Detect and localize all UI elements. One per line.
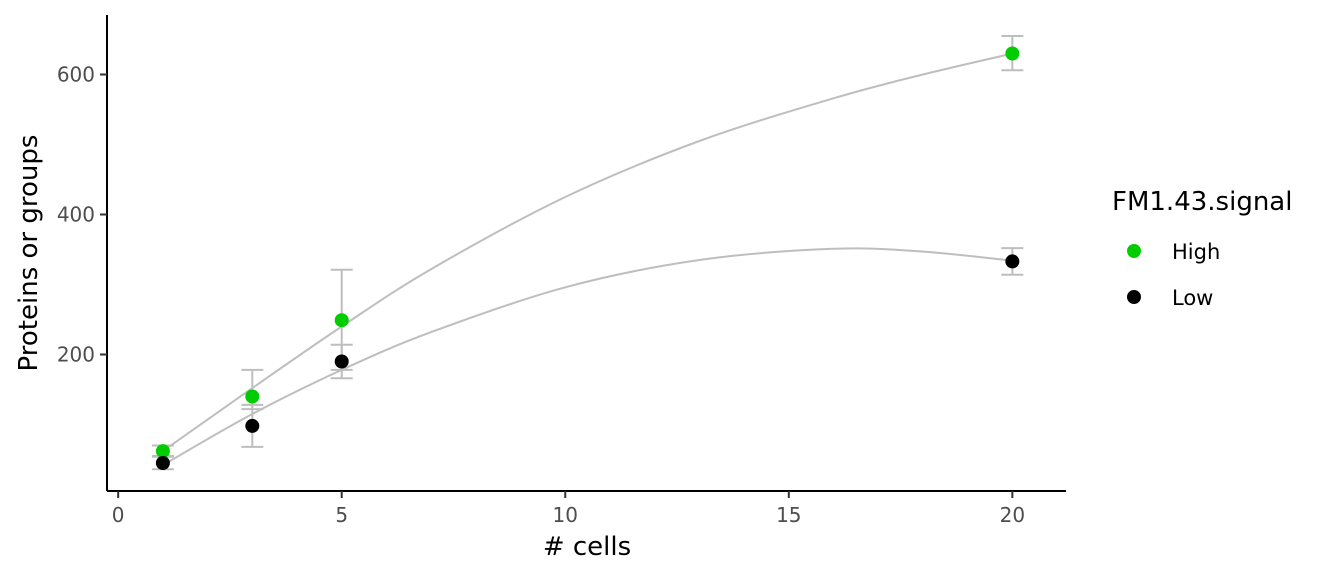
data-point-high-1 [245,389,260,404]
y-tick-label: 400 [57,203,95,227]
y-axis-ticks: 200 400 600 [57,63,107,367]
x-tick-label: 0 [112,503,125,527]
legend-swatch [1127,290,1141,304]
data-point-low-2 [334,354,349,369]
x-tick-label: 15 [776,503,801,527]
plot-area [151,35,1024,471]
legend-swatch [1127,244,1141,258]
legend: FM1.43.signal High Low [1112,187,1292,310]
data-point-high-3 [1005,46,1020,61]
x-axis-ticks: 0 5 10 15 20 [112,491,1025,527]
data-point-high-2 [334,313,349,328]
legend-item-low: Low [1127,286,1213,310]
data-point-low-0 [155,456,170,470]
x-axis-title: # cells [543,532,631,562]
legend-label: Low [1172,286,1213,310]
legend-items: High Low [1127,240,1220,310]
legend-title: FM1.43.signal [1112,187,1292,217]
y-tick-label: 600 [57,63,95,87]
data-point-low-1 [245,418,260,433]
y-axis-title: Proteins or groups [14,135,44,372]
x-tick-label: 5 [335,503,348,527]
fit-curve-low [162,247,1013,466]
x-tick-label: 10 [553,503,578,527]
y-tick-label: 200 [57,343,95,367]
data-point-high-0 [155,444,170,459]
data-point-low-3 [1005,254,1020,269]
x-tick-label: 20 [1000,503,1025,527]
fit-curve-high [162,52,1013,452]
legend-label: High [1172,240,1220,264]
legend-item-high: High [1127,240,1220,264]
